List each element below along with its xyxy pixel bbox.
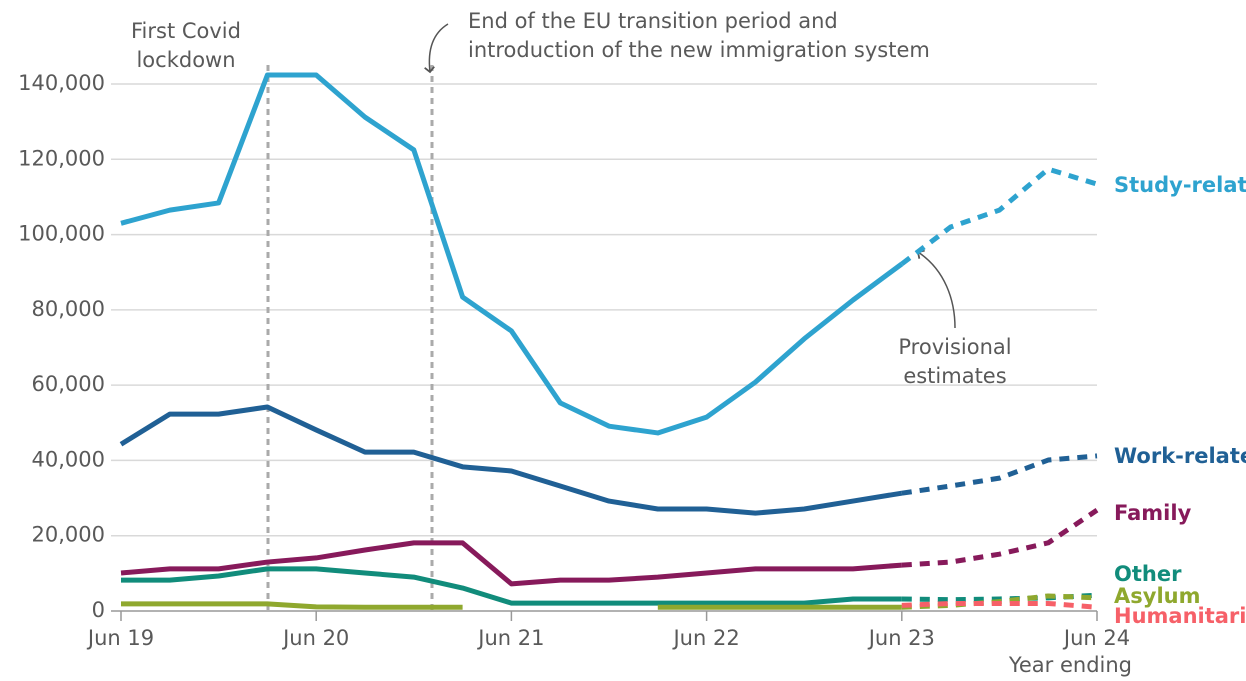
- line: [120, 540, 902, 587]
- line: [121, 601, 463, 610]
- x-tick-label: Jun 19: [86, 626, 154, 650]
- y-tick-label: 40,000: [32, 447, 105, 471]
- annotation: End of the EU transition period and intro…: [468, 9, 930, 62]
- x-tick-label: Jun 24: [1062, 626, 1130, 650]
- series-label: Asylum: [1114, 584, 1200, 608]
- line: [120, 72, 904, 436]
- y-tick-label: 60,000: [32, 372, 105, 396]
- line-provisional: [901, 600, 1098, 610]
- series-label: Family: [1114, 501, 1192, 525]
- series-label: Work-related: [1114, 444, 1246, 468]
- annotation: First Covid lockdown: [131, 19, 241, 72]
- y-tick-label: 140,000: [18, 71, 105, 95]
- annotation-arrow: [424, 23, 449, 74]
- annotation-arrow: [916, 249, 956, 329]
- x-tick-label: Jun 20: [281, 626, 349, 650]
- y-tick-label: 80,000: [32, 297, 105, 321]
- annotation: Provisional estimates: [898, 335, 1011, 388]
- line-provisional: [900, 166, 1098, 266]
- x-tick-label: Jun 23: [867, 626, 935, 650]
- y-tick-label: 0: [92, 598, 105, 622]
- x-axis-label: Year ending: [1008, 653, 1132, 677]
- y-tick-label: 100,000: [18, 222, 105, 246]
- series-label: Study-related: [1114, 173, 1246, 197]
- series-label: Humanitarian: [1114, 604, 1246, 628]
- x-tick-label: Jun 22: [671, 626, 739, 650]
- line-provisional: [901, 453, 1098, 496]
- line: [119, 404, 903, 516]
- series-label: Other: [1114, 562, 1182, 586]
- y-tick-label: 120,000: [18, 146, 105, 170]
- line-provisional: [901, 508, 1099, 568]
- x-tick-label: Jun 21: [476, 626, 544, 650]
- line: [121, 566, 902, 606]
- y-tick-label: 20,000: [32, 523, 105, 547]
